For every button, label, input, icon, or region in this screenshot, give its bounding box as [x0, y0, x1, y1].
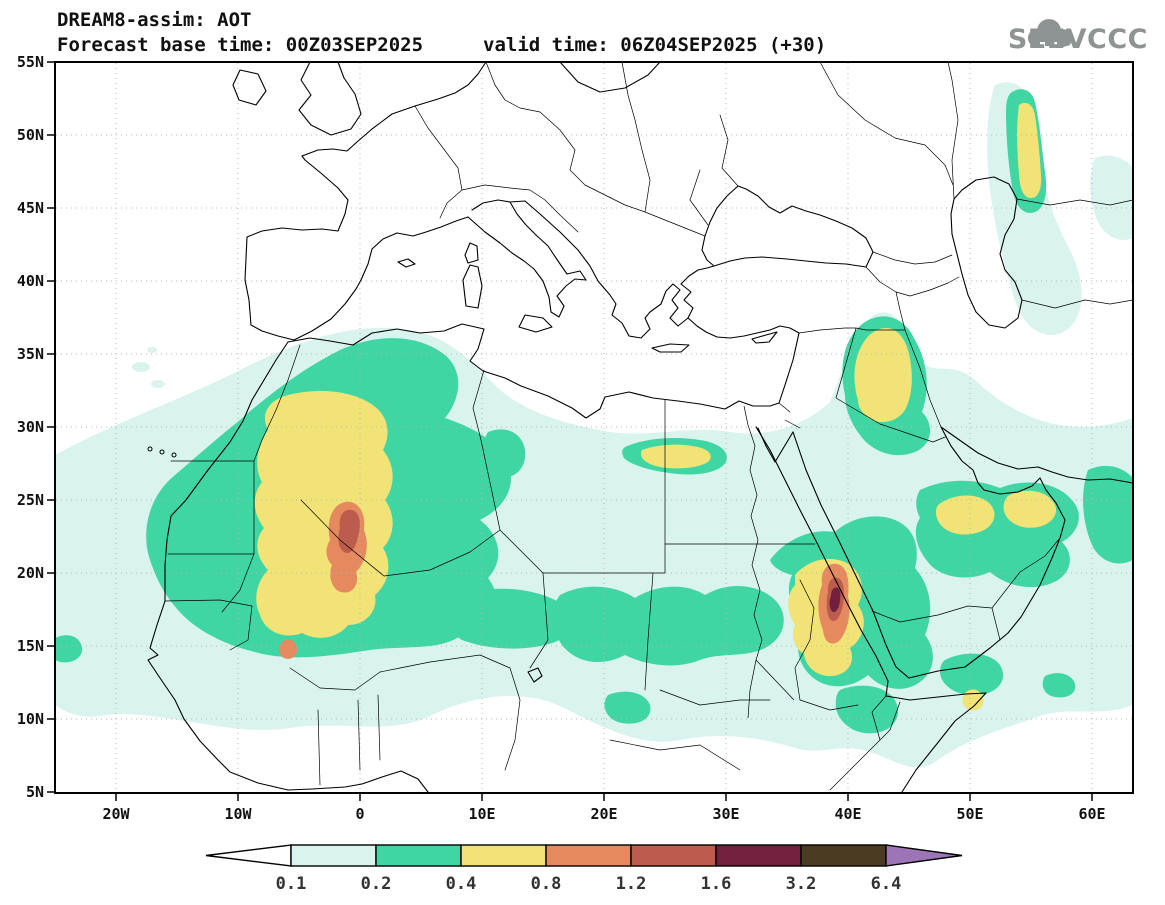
forecast-base-time-label: Forecast base time: 00Z03SEP2025 — [57, 34, 423, 56]
colorbar-level-label: 0.1 — [276, 874, 307, 894]
x-tick-label: 20E — [590, 805, 617, 823]
y-tick-label: 25N — [17, 491, 44, 509]
colorbar-level-label: 3.2 — [786, 874, 817, 894]
y-axis: 55N 50N 45N 40N 35N 30N 25N 20N 15N 10N 5N — [17, 53, 55, 801]
y-tick-label: 15N — [17, 637, 44, 655]
colorbar-segment — [291, 845, 376, 866]
x-tick-label: 10W — [224, 805, 252, 823]
colorbar-level-label: 1.2 — [616, 874, 647, 894]
y-tick-label: 55N — [17, 53, 44, 71]
x-tick-label: 40E — [834, 805, 861, 823]
x-tick-label: 50E — [956, 805, 983, 823]
logo-text: SEEVCCC — [1008, 24, 1148, 55]
x-tick-label: 0 — [355, 805, 364, 823]
colorbar-segment — [801, 845, 886, 866]
y-tick-label: 20N — [17, 564, 44, 582]
colorbar-segment — [376, 845, 461, 866]
colorbar-level-label: 0.4 — [446, 874, 477, 894]
valid-time-label: valid time: 06Z04SEP2025 (+30) — [483, 34, 826, 56]
y-tick-label: 30N — [17, 418, 44, 436]
colorbar-segment — [546, 845, 631, 866]
y-tick-label: 35N — [17, 345, 44, 363]
x-tick-label: 60E — [1078, 805, 1105, 823]
x-tick-label: 20W — [102, 805, 130, 823]
page-title: DREAM8-assim: AOT — [57, 9, 251, 31]
colorbar-legend: 0.1 0.2 0.4 0.8 1.2 1.6 3.2 6.4 — [206, 845, 962, 894]
colorbar-level-label: 0.8 — [531, 874, 562, 894]
colorbar-level-label: 6.4 — [871, 874, 902, 894]
y-tick-label: 10N — [17, 710, 44, 728]
colorbar-segment — [631, 845, 716, 866]
x-tick-label: 10E — [468, 805, 495, 823]
y-tick-label: 40N — [17, 272, 44, 290]
contour-field — [55, 82, 1133, 767]
y-tick-label: 50N — [17, 126, 44, 144]
y-tick-label: 5N — [26, 783, 44, 801]
x-axis: 20W 10W 0 10E 20E 30E 40E 50E 60E — [102, 793, 1105, 823]
colorbar-left-arrow — [206, 845, 291, 866]
colorbar-segment — [716, 845, 801, 866]
colorbar-right-arrow — [886, 845, 962, 866]
aot-forecast-figure: DREAM8-assim: AOT Forecast base time: 00… — [0, 0, 1165, 905]
colorbar-level-label: 0.2 — [361, 874, 392, 894]
colorbar-level-label: 1.6 — [701, 874, 732, 894]
x-tick-label: 30E — [712, 805, 739, 823]
colorbar-segment — [461, 845, 546, 866]
y-tick-label: 45N — [17, 199, 44, 217]
seevccc-logo: SEEVCCC — [1008, 19, 1148, 55]
